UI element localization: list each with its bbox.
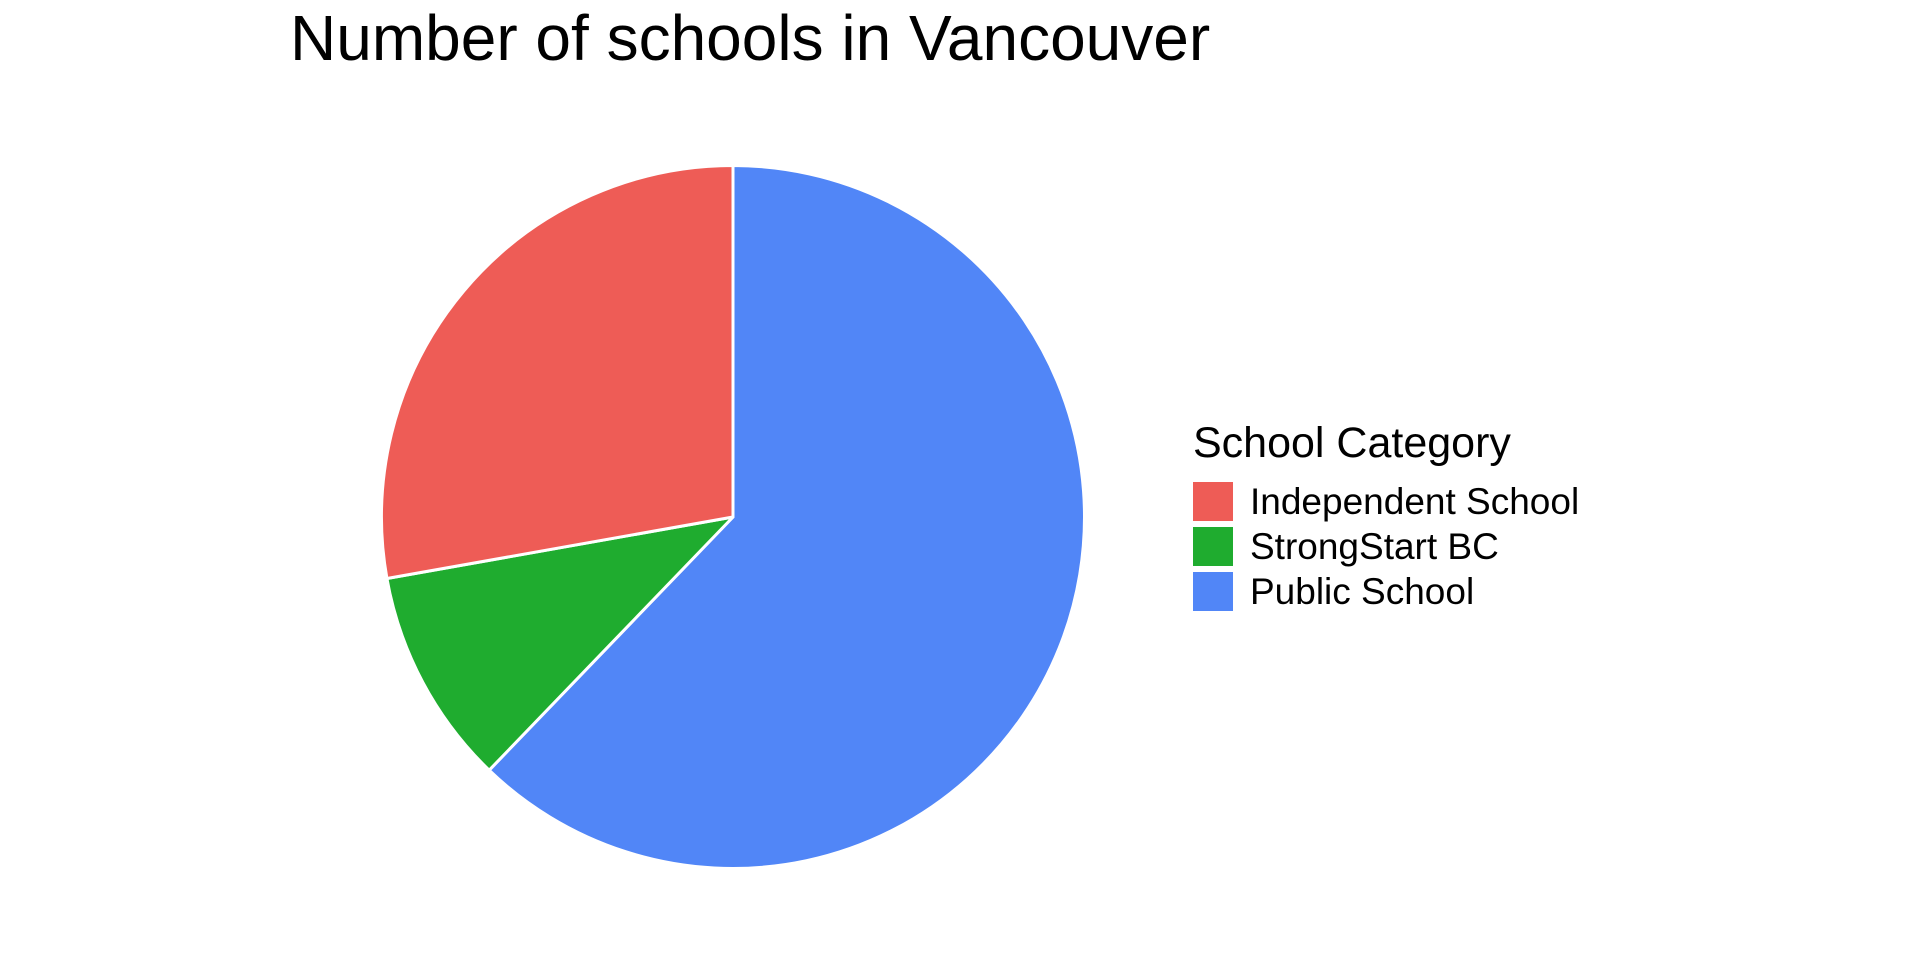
- legend-item-independent-school: Independent School: [1193, 481, 1580, 523]
- pie-chart: [380, 164, 1086, 870]
- legend-title: School Category: [1193, 419, 1511, 467]
- legend: School Category Independent School Stron…: [1193, 419, 1580, 617]
- legend-item-strongstart-bc: StrongStart BC: [1193, 526, 1579, 568]
- legend-label-strongstart-bc: StrongStart BC: [1250, 526, 1499, 568]
- legend-swatch-strongstart-bc-icon: [1193, 527, 1233, 567]
- legend-swatch-independent-school-icon: [1193, 482, 1233, 522]
- legend-label-independent-school: Independent School: [1250, 481, 1580, 523]
- pie-slice-public-school: [487, 164, 1086, 870]
- pie-slice-strongstart-bc: [385, 515, 735, 772]
- legend-swatch-public-school-icon: [1193, 572, 1233, 612]
- chart-title: Number of schools in Vancouver: [290, 2, 1211, 74]
- pie-slice-independent-school: [380, 164, 735, 581]
- legend-item-public-school: Public School: [1193, 571, 1579, 613]
- legend-label-public-school: Public School: [1250, 571, 1475, 613]
